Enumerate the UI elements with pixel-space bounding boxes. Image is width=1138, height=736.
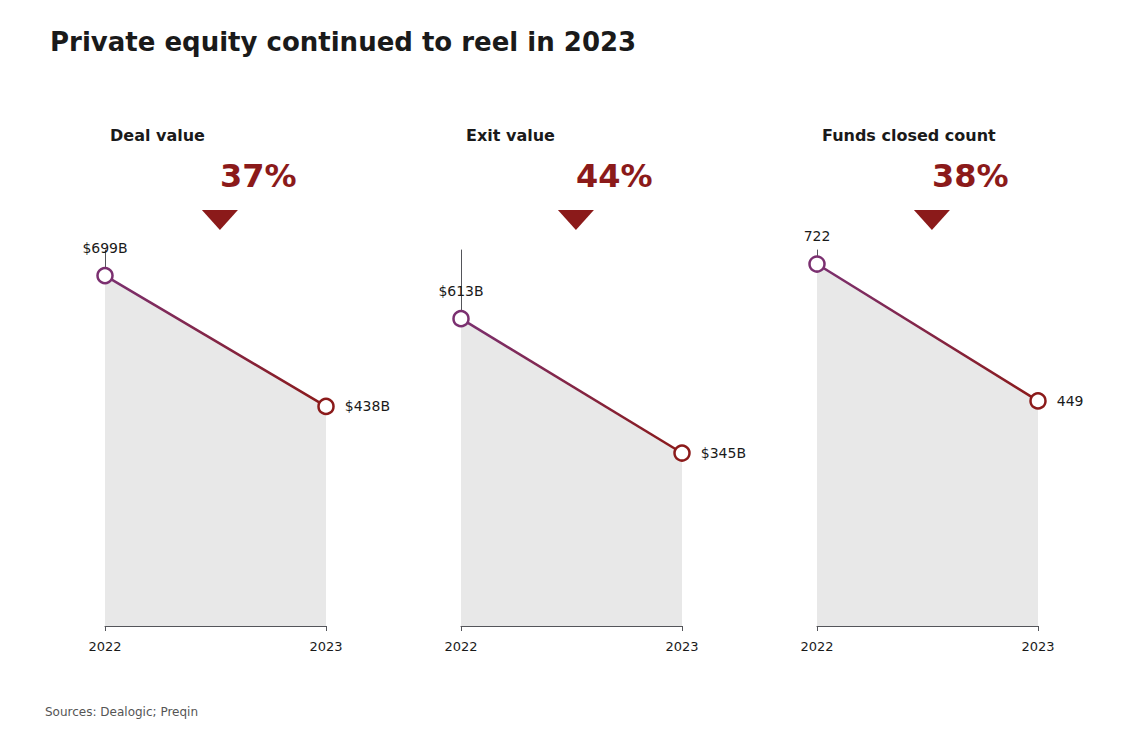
svg-text:449: 449 bbox=[1057, 393, 1084, 409]
svg-text:2023: 2023 bbox=[665, 639, 698, 654]
svg-text:2023: 2023 bbox=[309, 639, 342, 654]
svg-text:2022: 2022 bbox=[800, 639, 833, 654]
svg-text:Sources: Dealogic; Preqin: Sources: Dealogic; Preqin bbox=[45, 705, 198, 719]
svg-text:2022: 2022 bbox=[88, 639, 121, 654]
svg-text:Exit value: Exit value bbox=[466, 126, 555, 145]
svg-text:$613B: $613B bbox=[438, 283, 483, 299]
svg-text:44%: 44% bbox=[576, 157, 653, 195]
svg-text:Deal value: Deal value bbox=[110, 126, 205, 145]
svg-text:Funds closed count: Funds closed count bbox=[822, 126, 996, 145]
svg-text:2023: 2023 bbox=[1021, 639, 1054, 654]
svg-text:$345B: $345B bbox=[701, 445, 746, 461]
svg-text:37%: 37% bbox=[220, 157, 297, 195]
svg-text:2022: 2022 bbox=[444, 639, 477, 654]
svg-text:722: 722 bbox=[804, 228, 831, 244]
svg-text:Private equity continued to re: Private equity continued to reel in 2023 bbox=[50, 27, 636, 57]
svg-text:38%: 38% bbox=[932, 157, 1009, 195]
svg-text:$438B: $438B bbox=[345, 398, 390, 414]
svg-text:$699B: $699B bbox=[82, 240, 127, 256]
